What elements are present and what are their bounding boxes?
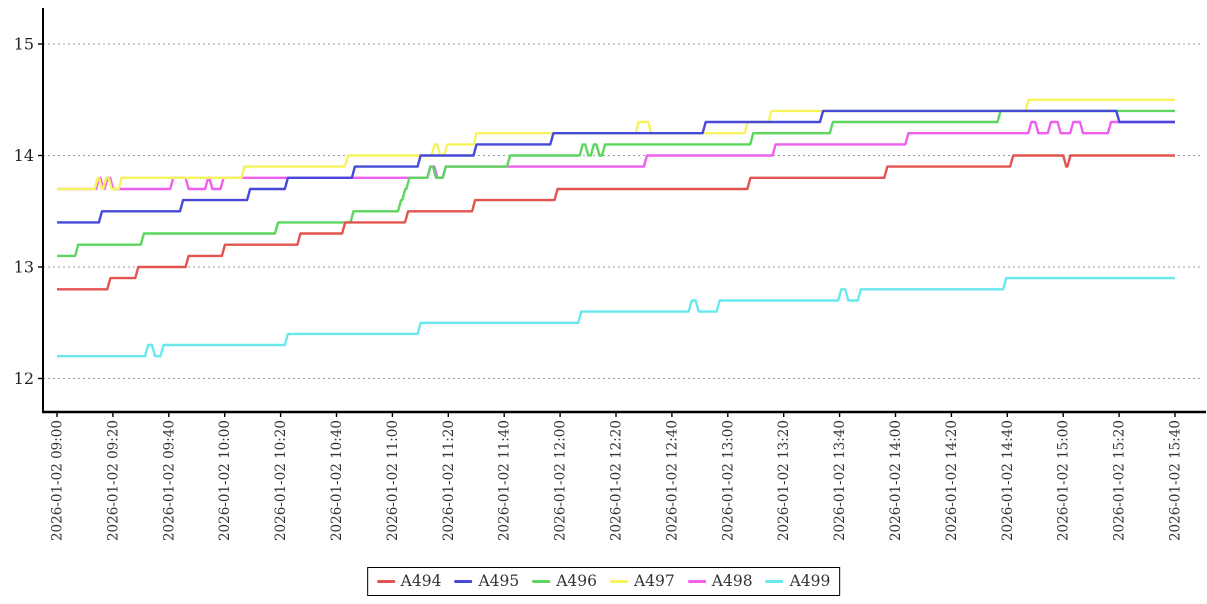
legend-swatch-A498 <box>687 579 706 583</box>
series-line-A495 <box>57 109 1175 224</box>
legend-item-A494: A494 <box>376 572 442 590</box>
legend-item-A497: A497 <box>610 572 675 590</box>
y-tick-label-12: 12 <box>14 369 34 388</box>
legend: A494 A495 A496 A497 A498 A499 <box>366 567 841 596</box>
x-tick-label-6: 2026-01-02 11:00 <box>385 420 401 541</box>
legend-label-A497: A497 <box>634 572 675 590</box>
legend-label-A494: A494 <box>400 572 442 590</box>
x-tick-label-12: 2026-01-02 13:00 <box>720 420 736 541</box>
legend-swatch-A494 <box>376 579 395 583</box>
legend-label-A499: A499 <box>789 572 831 590</box>
x-tick-label-3: 2026-01-02 10:00 <box>217 420 233 541</box>
series-line-A497 <box>57 98 1175 191</box>
series-line-A496 <box>57 109 1175 258</box>
x-tick-label-10: 2026-01-02 12:20 <box>609 420 625 541</box>
x-tick-label-7: 2026-01-02 11:20 <box>441 420 457 541</box>
legend-swatch-A495 <box>454 579 473 583</box>
legend-label-A498: A498 <box>711 572 753 590</box>
x-tick-label-8: 2026-01-02 11:40 <box>497 420 513 541</box>
legend-item-A499: A499 <box>765 572 831 590</box>
x-tick-label-5: 2026-01-02 10:40 <box>329 420 345 541</box>
legend-swatch-A497 <box>610 579 628 583</box>
x-tick-label-20: 2026-01-02 15:40 <box>1168 420 1184 541</box>
x-tick-label-14: 2026-01-02 13:40 <box>832 420 848 541</box>
y-tick-label-13: 13 <box>14 258 34 277</box>
x-tick-label-13: 2026-01-02 13:20 <box>776 420 792 541</box>
legend-swatch-A496 <box>532 579 551 583</box>
series-line-A499 <box>57 276 1175 358</box>
legend-label-A496: A496 <box>556 572 597 590</box>
legend-item-A498: A498 <box>687 572 753 590</box>
x-tick-label-18: 2026-01-02 15:00 <box>1056 420 1072 541</box>
series-line-A494 <box>57 154 1175 291</box>
legend-item-A495: A495 <box>454 572 519 590</box>
x-tick-label-4: 2026-01-02 10:20 <box>273 420 289 541</box>
x-tick-label-11: 2026-01-02 12:40 <box>664 420 680 541</box>
x-tick-label-16: 2026-01-02 14:20 <box>944 420 960 541</box>
x-tick-label-17: 2026-01-02 14:40 <box>1000 420 1016 541</box>
y-tick-label-15: 15 <box>14 35 34 54</box>
y-tick-label-14: 14 <box>14 146 34 165</box>
x-tick-label-0: 2026-01-02 09:00 <box>50 420 66 541</box>
legend-label-A495: A495 <box>478 572 520 590</box>
x-tick-label-19: 2026-01-02 15:20 <box>1112 420 1128 541</box>
x-tick-label-15: 2026-01-02 14:00 <box>888 420 904 541</box>
x-tick-label-2: 2026-01-02 09:40 <box>161 420 177 541</box>
legend-swatch-A499 <box>765 579 784 583</box>
legend-item-A496: A496 <box>532 572 597 590</box>
x-tick-label-9: 2026-01-02 12:00 <box>553 420 569 541</box>
x-tick-label-1: 2026-01-02 09:20 <box>105 420 121 541</box>
